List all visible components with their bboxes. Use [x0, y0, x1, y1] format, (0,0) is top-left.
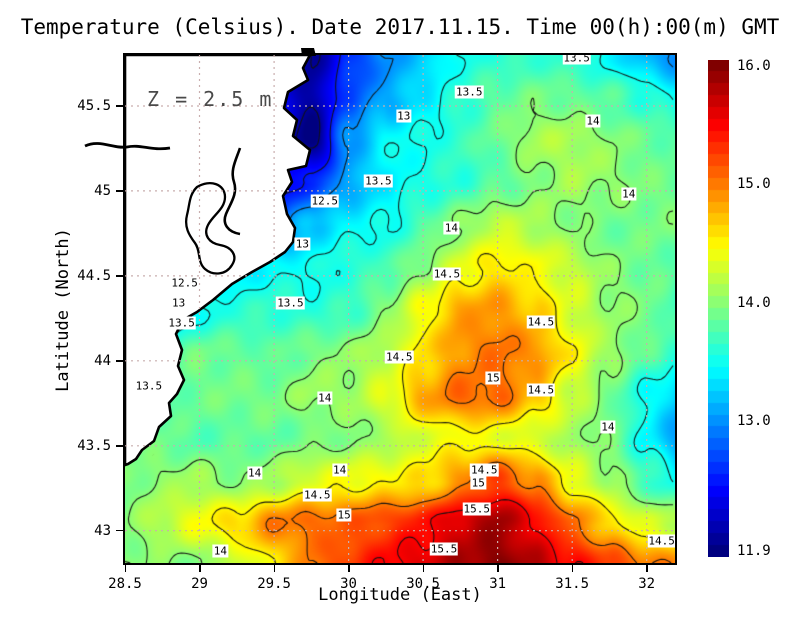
x-tick-mark [124, 565, 126, 572]
colorbar-tick-label: 15.0 [737, 176, 771, 193]
lagoon-outline [184, 182, 236, 275]
x-tick-mark [422, 565, 425, 572]
x-tick-label: 32 [638, 576, 656, 592]
y-tick-mark [116, 190, 123, 192]
y-tick-mark [116, 529, 123, 532]
colorbar [708, 60, 729, 557]
colorbar-tick-label: 16.0 [737, 57, 771, 74]
x-tick-mark [348, 565, 350, 572]
y-tick-mark [116, 360, 123, 362]
chart-title: Temperature (Celsius). Date 2017.11.15. … [20, 15, 780, 39]
y-tick-label: 43.5 [77, 437, 111, 454]
y-tick-label: 45 [94, 182, 111, 199]
x-tick-mark [199, 565, 201, 572]
x-tick-mark [497, 565, 499, 572]
x-tick-label: 29 [191, 576, 208, 592]
x-tick-label: 30.5 [406, 576, 440, 592]
coastal-channel [223, 147, 242, 236]
x-axis-title: Longitude (East) [318, 585, 482, 605]
x-tick-label: 29.5 [257, 576, 291, 592]
x-tick-mark [646, 565, 648, 572]
colorbar-tick-label: 11.9 [737, 543, 771, 560]
y-tick-label: 45.5 [77, 97, 111, 114]
colorbar-tick-label: 13.0 [737, 412, 771, 429]
plot-border [123, 53, 677, 565]
y-tick-label: 44 [94, 352, 111, 369]
x-tick-mark [273, 565, 276, 572]
x-tick-label: 31.5 [555, 576, 589, 592]
y-tick-mark [116, 105, 123, 107]
y-tick-label: 43 [94, 522, 111, 539]
x-tick-label: 31 [489, 576, 507, 592]
danube-river [84, 142, 171, 151]
x-tick-label: 30 [340, 576, 357, 592]
y-tick-mark [116, 275, 123, 277]
x-tick-mark [571, 565, 574, 572]
y-tick-mark [116, 445, 123, 447]
y-tick-label: 44.5 [77, 267, 111, 284]
colorbar-tick-label: 14.0 [737, 294, 771, 311]
x-tick-label: 28.5 [108, 576, 142, 592]
